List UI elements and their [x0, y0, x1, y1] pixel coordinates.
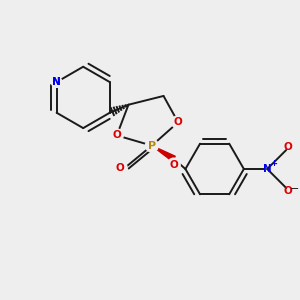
Circle shape [51, 77, 62, 87]
Text: O: O [174, 117, 182, 127]
Circle shape [146, 139, 158, 152]
Circle shape [172, 116, 184, 129]
Text: O: O [169, 160, 178, 170]
Text: N: N [52, 77, 61, 87]
Text: −: − [290, 184, 300, 194]
Text: O: O [112, 130, 121, 140]
Text: O: O [115, 163, 124, 172]
Text: P: P [148, 141, 156, 151]
Circle shape [114, 161, 127, 174]
Circle shape [110, 129, 123, 142]
Text: O: O [283, 142, 292, 152]
Text: N: N [263, 164, 272, 174]
Polygon shape [152, 146, 175, 161]
Circle shape [167, 158, 180, 171]
Text: O: O [283, 187, 292, 196]
Text: +: + [270, 159, 277, 168]
Text: N: N [52, 77, 61, 87]
